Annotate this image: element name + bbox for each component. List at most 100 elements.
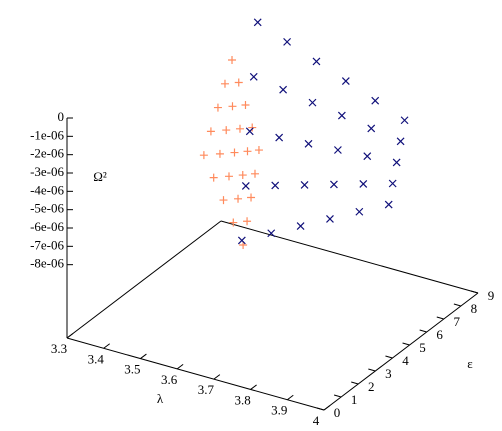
point [359, 180, 368, 188]
y-tick-label: 7 [454, 314, 461, 329]
y-tick [436, 316, 444, 320]
x-tick [323, 405, 331, 411]
point [400, 116, 409, 125]
point [367, 124, 376, 133]
base-edge [220, 220, 479, 294]
point [220, 79, 229, 88]
point [229, 218, 238, 227]
point [300, 181, 309, 189]
y-tick [385, 355, 393, 359]
y-tick-label: 5 [419, 340, 426, 355]
y-tick [333, 394, 342, 398]
z-axis-label: Ω² [93, 169, 107, 184]
y-tick-label: 2 [368, 379, 375, 394]
y-tick-label: 4 [402, 353, 409, 368]
x-tick-label: 3.8 [234, 392, 250, 407]
z-tick-label: -3e-06 [30, 164, 64, 179]
y-tick [402, 342, 410, 346]
x-tick-label: 3.3 [51, 341, 67, 356]
x-tick-label: 3.9 [271, 403, 287, 418]
x-tick [286, 394, 294, 401]
point [312, 57, 321, 66]
point [392, 158, 401, 167]
z-tick-label: -7e-06 [30, 237, 64, 252]
base-edge [66, 337, 325, 411]
y-tick [316, 407, 325, 411]
point [279, 85, 288, 94]
z-tick-label: -5e-06 [30, 201, 64, 216]
point [219, 196, 228, 205]
z-tick-label: -6e-06 [30, 219, 64, 234]
point [271, 181, 280, 190]
z-tick-label: -2e-06 [30, 146, 64, 161]
point [243, 217, 252, 226]
x-tick [176, 363, 184, 370]
point [388, 179, 397, 188]
base-edge [323, 292, 479, 411]
y-tick-label: 3 [385, 366, 392, 381]
point [237, 236, 246, 245]
point [308, 98, 317, 107]
y-tick-label: 9 [488, 288, 495, 303]
point [245, 127, 254, 136]
point [243, 147, 252, 156]
point [213, 103, 222, 112]
point [253, 18, 262, 27]
point [304, 139, 313, 148]
point [199, 151, 208, 160]
y-tick [351, 381, 359, 385]
point [249, 72, 258, 81]
point [235, 124, 244, 133]
point [224, 172, 233, 181]
base-edge [66, 220, 222, 339]
point [326, 214, 334, 223]
y-tick [470, 290, 479, 294]
point [228, 56, 237, 65]
point [267, 229, 276, 238]
point [283, 37, 292, 46]
point [384, 200, 393, 209]
point [250, 169, 259, 178]
point [247, 193, 256, 202]
x-tick-label: 3.5 [124, 362, 140, 377]
y-tick [419, 329, 427, 333]
x-tick-label: 3.4 [88, 351, 105, 366]
point [222, 126, 231, 135]
y-tick-label: 8 [471, 301, 478, 316]
z-tick-label: -8e-06 [30, 256, 64, 271]
point [248, 123, 257, 132]
x-tick [66, 333, 74, 339]
point [230, 148, 239, 157]
point [296, 222, 305, 231]
x-tick [250, 384, 257, 390]
point [396, 137, 405, 146]
z-tick-label: 0 [58, 109, 65, 124]
x-axis-label: λ [157, 391, 164, 406]
point [355, 207, 364, 216]
y-tick-label: 0 [334, 405, 341, 420]
z-tick-label: -4e-06 [30, 182, 64, 197]
point [275, 133, 284, 142]
point [209, 173, 218, 182]
x-tick [140, 353, 147, 359]
y-tick [368, 368, 376, 372]
point [254, 146, 263, 155]
point [206, 127, 215, 136]
point [215, 149, 224, 158]
x-tick-label: 3.7 [198, 382, 215, 397]
point [234, 194, 243, 203]
point [241, 181, 250, 190]
point [330, 180, 338, 189]
point [241, 101, 250, 110]
point [363, 152, 372, 161]
point [333, 146, 342, 154]
x-tick-label: 3.6 [161, 372, 178, 387]
x-tick [213, 374, 221, 380]
y-tick-label: 1 [351, 392, 358, 407]
point [238, 171, 247, 180]
y-tick-label: 6 [436, 327, 443, 342]
x-tick-label: 4 [313, 413, 320, 428]
point [234, 78, 243, 87]
y-tick [453, 303, 462, 307]
